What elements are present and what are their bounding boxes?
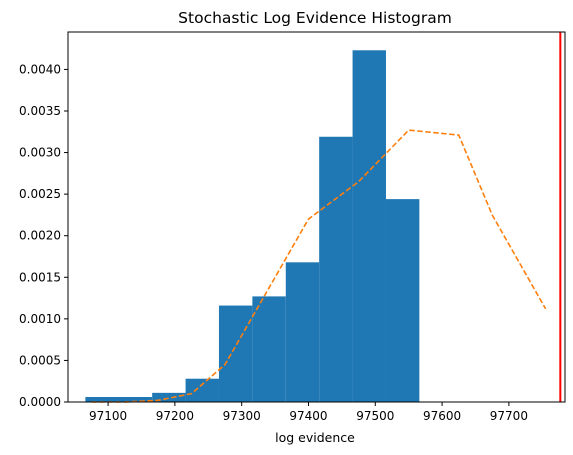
y-tick-label: 0.0010 — [19, 312, 61, 326]
chart-title: Stochastic Log Evidence Histogram — [178, 9, 452, 27]
histogram-bar-5 — [252, 296, 286, 402]
histogram-bar-8 — [352, 50, 386, 402]
histogram-bar-4 — [218, 305, 253, 402]
y-tick-label: 0.0005 — [19, 353, 61, 367]
histogram-bar-7 — [319, 136, 353, 402]
x-tick-label: 97500 — [356, 409, 394, 423]
x-tick-label: 97600 — [423, 409, 461, 423]
y-tick-label: 0.0000 — [19, 395, 61, 409]
density-curve-layer — [91, 129, 547, 403]
y-tick-label: 0.0015 — [19, 270, 61, 284]
histogram-bars — [85, 50, 420, 402]
y-tick-label: 0.0035 — [19, 104, 61, 118]
histogram-bar-1 — [85, 397, 153, 402]
x-tick-label: 97200 — [156, 409, 194, 423]
x-axis-label: log evidence — [275, 430, 355, 445]
x-tick-label: 97300 — [223, 409, 261, 423]
y-tick-label: 0.0040 — [19, 62, 61, 76]
x-tick-label: 97400 — [289, 409, 327, 423]
y-axis-ticks: 0.0000 0.0005 0.0010 0.0015 0.0020 0.0025 0.00… — [19, 62, 68, 409]
x-tick-label: 97100 — [89, 409, 127, 423]
y-tick-label: 0.0030 — [19, 146, 61, 160]
x-axis-ticks: 97100 97200 97300 97400 97500 97600 97700 — [89, 402, 528, 423]
histogram-bar-6 — [285, 262, 320, 402]
histogram-bar-9 — [385, 199, 420, 402]
y-tick-label: 0.0020 — [19, 229, 61, 243]
y-tick-label: 0.0025 — [19, 187, 61, 201]
density-curve-line — [91, 129, 547, 403]
plot-frame — [67, 31, 566, 403]
histogram-bar-3 — [185, 378, 219, 402]
histogram-bar-2 — [152, 392, 186, 402]
x-tick-label: 97700 — [490, 409, 528, 423]
